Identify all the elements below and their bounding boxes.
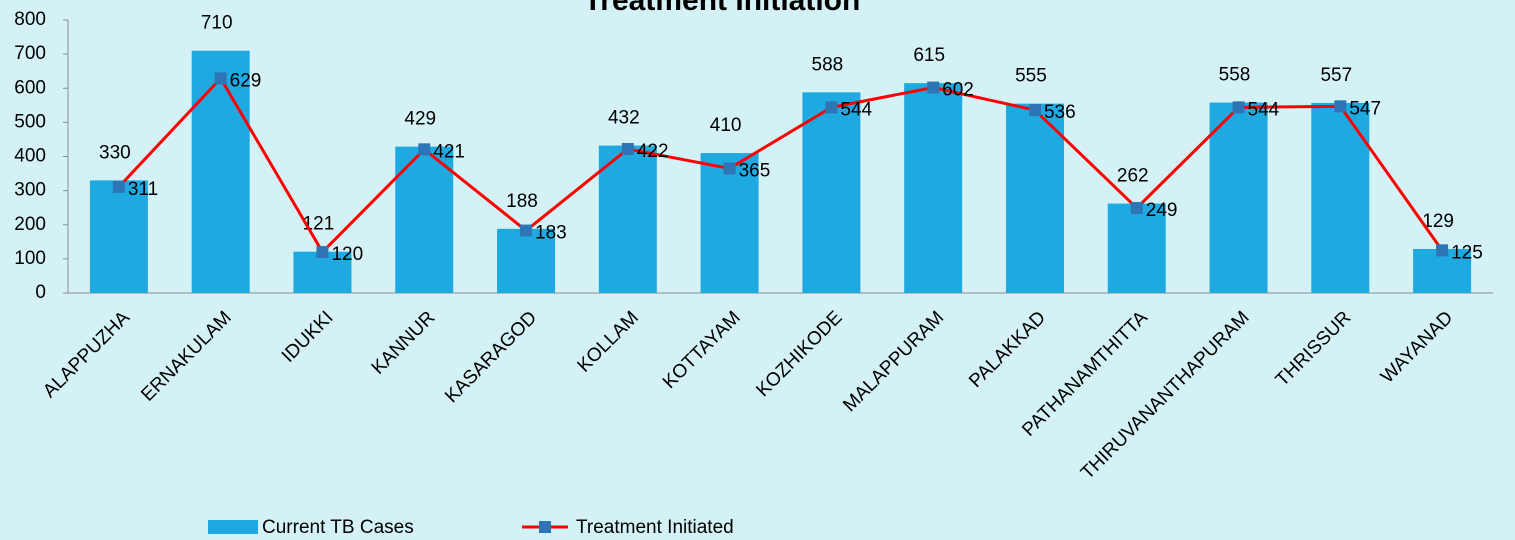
line-value-label: 249 (1146, 200, 1178, 221)
line-marker (825, 101, 838, 114)
line-value-label: 629 (230, 70, 262, 91)
line-marker (316, 246, 329, 259)
x-tick-label: KOTTAYAM (659, 307, 745, 393)
line-marker (418, 143, 431, 156)
x-tick-label: ALAPPUZHA (39, 307, 134, 402)
legend-label: Treatment Initiated (576, 517, 734, 538)
line-marker (520, 224, 533, 237)
line-marker (1334, 100, 1347, 113)
line-marker (112, 180, 125, 193)
bar (497, 228, 556, 293)
bar-value-label: 262 (1117, 166, 1149, 187)
y-tick-label: 400 (14, 146, 46, 167)
bar (802, 92, 861, 293)
y-tick-label: 700 (14, 43, 46, 64)
bar (1311, 102, 1370, 293)
bar (191, 50, 250, 294)
bar-value-label: 188 (506, 191, 538, 212)
x-tick-label: KANNUR (368, 307, 440, 379)
line-value-label: 125 (1451, 242, 1483, 263)
y-tick-label: 500 (14, 111, 46, 132)
bar (904, 83, 963, 293)
x-tick-label: WAYANAD (1377, 307, 1457, 387)
line-marker (1028, 104, 1041, 117)
bar-value-label: 710 (201, 13, 233, 34)
line-value-label: 421 (433, 141, 465, 162)
bar (700, 153, 759, 293)
bar (598, 145, 657, 293)
line-value-label: 544 (1248, 99, 1280, 120)
y-tick-label: 600 (14, 77, 46, 98)
bar-value-label: 615 (913, 45, 945, 66)
legend-swatch (208, 520, 258, 534)
line-value-label: 547 (1349, 98, 1381, 119)
line-marker (1232, 101, 1245, 114)
x-tick-label: THIRUVANANTHAPURAM (1077, 307, 1254, 484)
legend-marker (539, 521, 551, 533)
line-value-label: 544 (840, 99, 872, 120)
y-tick-label: 800 (14, 9, 46, 30)
line-marker (214, 72, 227, 85)
bar-value-label: 410 (710, 115, 742, 136)
x-tick-label: PALAKKAD (965, 307, 1050, 392)
line-value-label: 183 (535, 223, 567, 244)
line-marker (723, 162, 736, 175)
chart-title: Treatment Initiation (584, 0, 861, 17)
bar-value-label: 588 (812, 54, 844, 75)
x-tick-label: IDUKKI (278, 307, 338, 367)
x-tick-label: KOZHIKODE (752, 307, 846, 401)
line-marker (927, 81, 940, 94)
bar-value-label: 558 (1219, 65, 1251, 86)
line-marker (1130, 202, 1143, 215)
bar-value-label: 432 (608, 108, 640, 129)
line (117, 75, 1444, 255)
line-value-label: 602 (942, 80, 974, 101)
x-tick-label: ERNAKULAM (137, 307, 235, 405)
line-value-label: 536 (1044, 102, 1076, 123)
bar (89, 180, 148, 293)
x-tick-label: KOLLAM (574, 307, 643, 376)
line-marker (1436, 244, 1449, 257)
bar (293, 251, 352, 293)
y-tick-label: 0 (35, 282, 46, 303)
x-tick-label: THRISSUR (1272, 307, 1356, 391)
x-tick-label: MALAPPURAM (839, 307, 948, 416)
bar (1005, 103, 1064, 293)
y-tick-label: 100 (14, 248, 46, 269)
y-tick-label: 200 (14, 214, 46, 235)
bar (395, 146, 454, 293)
bar-value-label: 429 (404, 109, 436, 130)
line-value-label: 120 (331, 244, 363, 265)
line-marker (621, 142, 634, 155)
legend-label: Current TB Cases (262, 517, 414, 538)
y-tick-label: 300 (14, 180, 46, 201)
x-tick-label: KASARAGOD (441, 307, 541, 407)
line-value-label: 365 (739, 160, 771, 181)
bar-value-label: 555 (1015, 66, 1047, 87)
line-value-label: 422 (637, 141, 669, 162)
bar (1209, 102, 1268, 294)
bar-value-label: 330 (99, 142, 131, 163)
bar (1107, 203, 1166, 293)
bar-value-label: 557 (1320, 65, 1352, 86)
line-value-label: 311 (128, 179, 158, 200)
bar-value-label: 129 (1422, 211, 1454, 232)
